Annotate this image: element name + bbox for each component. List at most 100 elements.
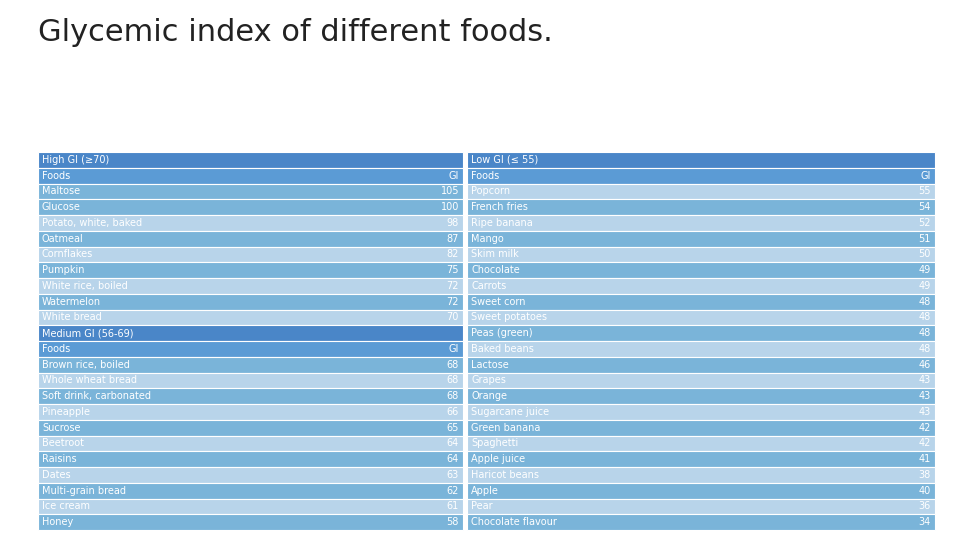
Bar — [38, 467, 463, 483]
Bar — [38, 246, 463, 262]
Text: 66: 66 — [446, 407, 459, 417]
Text: 68: 68 — [446, 360, 459, 369]
Bar — [38, 420, 463, 435]
Bar — [38, 262, 463, 278]
Text: 36: 36 — [919, 501, 931, 511]
Bar — [467, 451, 935, 467]
Text: 52: 52 — [919, 218, 931, 228]
Text: Cornflakes: Cornflakes — [42, 249, 93, 259]
Text: 72: 72 — [446, 296, 459, 307]
Bar — [38, 231, 463, 246]
Text: 98: 98 — [446, 218, 459, 228]
Text: 105: 105 — [441, 186, 459, 197]
Bar — [467, 231, 935, 246]
Text: Dates: Dates — [42, 470, 71, 480]
Bar — [467, 341, 935, 357]
Text: 61: 61 — [446, 501, 459, 511]
Text: Ripe banana: Ripe banana — [471, 218, 533, 228]
Text: 82: 82 — [446, 249, 459, 259]
Text: Apple: Apple — [471, 485, 499, 496]
Text: Ice cream: Ice cream — [42, 501, 90, 511]
Text: Sugarcane juice: Sugarcane juice — [471, 407, 549, 417]
Text: 87: 87 — [446, 234, 459, 244]
Bar — [467, 168, 935, 184]
Text: 54: 54 — [919, 202, 931, 212]
Text: Sweet potatoes: Sweet potatoes — [471, 312, 547, 322]
Text: Spaghetti: Spaghetti — [471, 438, 518, 448]
Bar — [38, 388, 463, 404]
Bar — [38, 451, 463, 467]
Bar — [38, 373, 463, 388]
Text: Pear: Pear — [471, 501, 492, 511]
Text: French fries: French fries — [471, 202, 528, 212]
Text: 50: 50 — [919, 249, 931, 259]
Text: 48: 48 — [919, 344, 931, 354]
Text: Sucrose: Sucrose — [42, 423, 81, 433]
Text: Baked beans: Baked beans — [471, 344, 534, 354]
Text: Medium GI (56-69): Medium GI (56-69) — [42, 328, 133, 338]
Text: 38: 38 — [919, 470, 931, 480]
Bar — [38, 184, 463, 199]
Text: 51: 51 — [919, 234, 931, 244]
Text: 43: 43 — [919, 375, 931, 386]
Text: Beetroot: Beetroot — [42, 438, 84, 448]
Text: Potato, white, baked: Potato, white, baked — [42, 218, 142, 228]
Text: Orange: Orange — [471, 391, 507, 401]
Text: 72: 72 — [446, 281, 459, 291]
Text: 100: 100 — [441, 202, 459, 212]
Text: Foods: Foods — [42, 344, 70, 354]
Text: 58: 58 — [446, 517, 459, 527]
Bar — [38, 514, 463, 530]
Text: 68: 68 — [446, 391, 459, 401]
Bar — [38, 357, 463, 373]
Bar — [467, 357, 935, 373]
Text: 43: 43 — [919, 391, 931, 401]
Text: High GI (≥70): High GI (≥70) — [42, 155, 109, 165]
Bar — [467, 262, 935, 278]
Bar — [38, 325, 463, 341]
Text: Low GI (≤ 55): Low GI (≤ 55) — [471, 155, 539, 165]
Text: Oatmeal: Oatmeal — [42, 234, 84, 244]
Text: Brown rice, boiled: Brown rice, boiled — [42, 360, 130, 369]
Text: 68: 68 — [446, 375, 459, 386]
Text: Chocolate: Chocolate — [471, 265, 519, 275]
Bar — [467, 514, 935, 530]
Bar — [467, 325, 935, 341]
Bar — [38, 278, 463, 294]
Text: Foods: Foods — [42, 171, 70, 180]
Text: Carrots: Carrots — [471, 281, 506, 291]
Text: Peas (green): Peas (green) — [471, 328, 533, 338]
Text: 48: 48 — [919, 312, 931, 322]
Text: Grapes: Grapes — [471, 375, 506, 386]
Text: 75: 75 — [446, 265, 459, 275]
Text: Glucose: Glucose — [42, 202, 81, 212]
Bar — [467, 420, 935, 435]
Bar — [467, 294, 935, 309]
Text: 42: 42 — [919, 438, 931, 448]
Text: Green banana: Green banana — [471, 423, 540, 433]
Bar — [38, 168, 463, 184]
Bar — [38, 341, 463, 357]
Bar — [38, 294, 463, 309]
Text: 64: 64 — [446, 454, 459, 464]
Bar — [467, 435, 935, 451]
Text: Popcorn: Popcorn — [471, 186, 510, 197]
Text: 49: 49 — [919, 281, 931, 291]
Bar — [38, 152, 463, 168]
Text: Honey: Honey — [42, 517, 73, 527]
Text: Sweet corn: Sweet corn — [471, 296, 525, 307]
Text: Whole wheat bread: Whole wheat bread — [42, 375, 137, 386]
Text: Pumpkin: Pumpkin — [42, 265, 84, 275]
Text: Soft drink, carbonated: Soft drink, carbonated — [42, 391, 151, 401]
Text: GI: GI — [448, 171, 459, 180]
Text: Multi-grain bread: Multi-grain bread — [42, 485, 126, 496]
Bar — [38, 404, 463, 420]
Text: 42: 42 — [919, 423, 931, 433]
Bar — [38, 215, 463, 231]
Text: 40: 40 — [919, 485, 931, 496]
Text: 70: 70 — [446, 312, 459, 322]
Text: Maltose: Maltose — [42, 186, 80, 197]
Text: 48: 48 — [919, 328, 931, 338]
Text: Mango: Mango — [471, 234, 504, 244]
Bar — [467, 388, 935, 404]
